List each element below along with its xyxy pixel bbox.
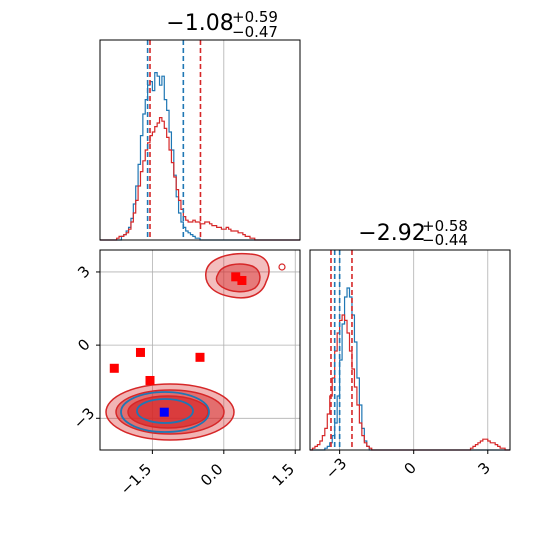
panel-frame-x [99,39,301,241]
marker-a-3 [195,352,205,362]
marker-a-2 [145,375,155,385]
marker-b-0 [159,407,169,417]
contour-b-inner [136,398,194,424]
x-tick-label: 1.5 [268,460,298,490]
marker-a-1 [135,347,145,357]
panel-title-x: −1.08 [166,11,233,36]
histogram-step-1 [100,117,300,241]
y-tick-label: −3 [70,404,98,432]
contour-regions [105,252,286,441]
x-tick-label: 0 [400,459,419,478]
tick-labels-xy: −1.5 0.0 1.5 −3 0 3 [70,262,298,498]
title-y-minus: −0.44 [422,231,468,249]
title-y-plus: +0.58 [422,217,468,235]
tick-labels-y: −3 0 3 [322,450,494,483]
x-tick-label: −3 [322,454,350,482]
x-tick-label: 0.0 [197,460,227,490]
quantile-lines-y [330,250,353,450]
contour-a-high-speck [278,263,286,271]
x-tick-label: 3 [475,459,494,478]
panel-frame-xy [99,249,301,451]
histogram-panel-y: −2.92 +0.58 −0.44 −3 0 3 [309,217,511,483]
marker-a-5 [237,275,247,285]
marker-a-0 [109,363,119,373]
y-tick-label: 3 [74,262,93,281]
contour-b-outer [120,391,210,433]
y-tick-label: 0 [74,335,93,354]
marker-a-4 [231,272,241,282]
contour-panel: −1.5 0.0 1.5 −3 0 3 [70,249,301,499]
quantile-lines-x [146,40,202,240]
x-tick-label: −1.5 [117,460,155,498]
panel-frame-y [309,249,511,451]
histogram-panel-x: −1.08 +0.59 −0.47 [99,8,301,241]
markers [109,272,247,417]
panel-title-y: −2.92 [358,221,425,246]
title-x-plus: +0.59 [232,8,278,26]
title-x-minus: −0.47 [232,23,278,41]
